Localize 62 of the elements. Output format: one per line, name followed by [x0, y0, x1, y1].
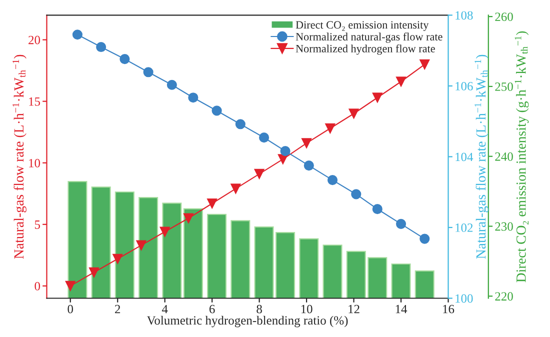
legend-label: Direct CO₂ emission intensity: [296, 21, 429, 31]
point: [254, 168, 264, 179]
y-tick-label: 20: [28, 36, 40, 44]
point: [143, 67, 154, 78]
point: [235, 119, 246, 130]
point: [212, 106, 222, 116]
point: [302, 138, 312, 148]
y3-tick-label: 250: [495, 82, 513, 91]
point: [96, 42, 106, 52]
point: [327, 175, 338, 186]
y2-axis-title: Natural-gas flow rate (L·h$^{−1}$·kW$_{th}$$^{−1}$): [474, 54, 489, 259]
point: [348, 108, 359, 119]
y-tick-label: 15: [29, 97, 40, 106]
point: [188, 92, 198, 103]
y2-tick-label: 106: [456, 82, 473, 90]
y-tick-label: 10: [29, 158, 40, 168]
x-tick-label: 16: [443, 304, 454, 314]
point: [420, 234, 430, 244]
point: [396, 218, 406, 229]
y3-tick-label: 220: [495, 292, 513, 301]
y3-axis-title: Direct CO₂ emission intensity (g·h$^{−1}$·kW$_{th}$$^{−1}$): [514, 31, 529, 282]
point: [72, 30, 82, 40]
point: [88, 267, 100, 278]
y-tick-label: 0: [34, 282, 40, 290]
y-axis-title: Natural-gas flow rate (L·h$^{−1}$·kW$_{th}$$^{−1}$): [12, 54, 26, 259]
point: [396, 76, 406, 87]
y3-tick-label: 230: [495, 222, 513, 231]
point: [65, 280, 76, 291]
point: [112, 254, 123, 264]
legend-label: Normalized natural-gas flow rate: [296, 32, 442, 43]
point: [420, 59, 430, 70]
y-tick-label: 5: [34, 220, 40, 229]
point: [136, 240, 146, 250]
point: [280, 146, 290, 156]
y2-tick-label: 100: [456, 294, 473, 303]
point: [259, 132, 270, 143]
point: [207, 198, 218, 209]
x-tick-label: 0: [68, 304, 74, 314]
x-tick-label: 8: [256, 304, 262, 314]
point: [372, 92, 382, 103]
legend-label: Normalized hydrogen flow rate: [296, 44, 435, 55]
point: [351, 189, 362, 200]
x-axis-title: Volumetric hydrogen-blending ratio (%): [146, 316, 348, 328]
y2-tick-label: 102: [456, 224, 473, 232]
x-tick-label: 4: [162, 304, 168, 314]
y3-tick-label: 240: [495, 152, 513, 161]
y2-tick-label: 108: [456, 11, 473, 20]
y3-tick-label: 260: [495, 12, 513, 22]
point: [230, 184, 241, 194]
x-tick-label: 2: [115, 304, 120, 314]
point: [304, 160, 314, 171]
point: [183, 213, 194, 224]
point: [120, 54, 130, 64]
point: [166, 80, 177, 90]
point: [372, 204, 382, 214]
x-tick-label: 6: [209, 304, 215, 314]
point: [160, 226, 170, 237]
x-tick-label: 14: [396, 304, 408, 314]
x-tick-label: 10: [301, 304, 312, 314]
y2-tick-label: 104: [456, 152, 474, 162]
x-tick-label: 12: [348, 304, 360, 314]
point: [325, 123, 336, 134]
